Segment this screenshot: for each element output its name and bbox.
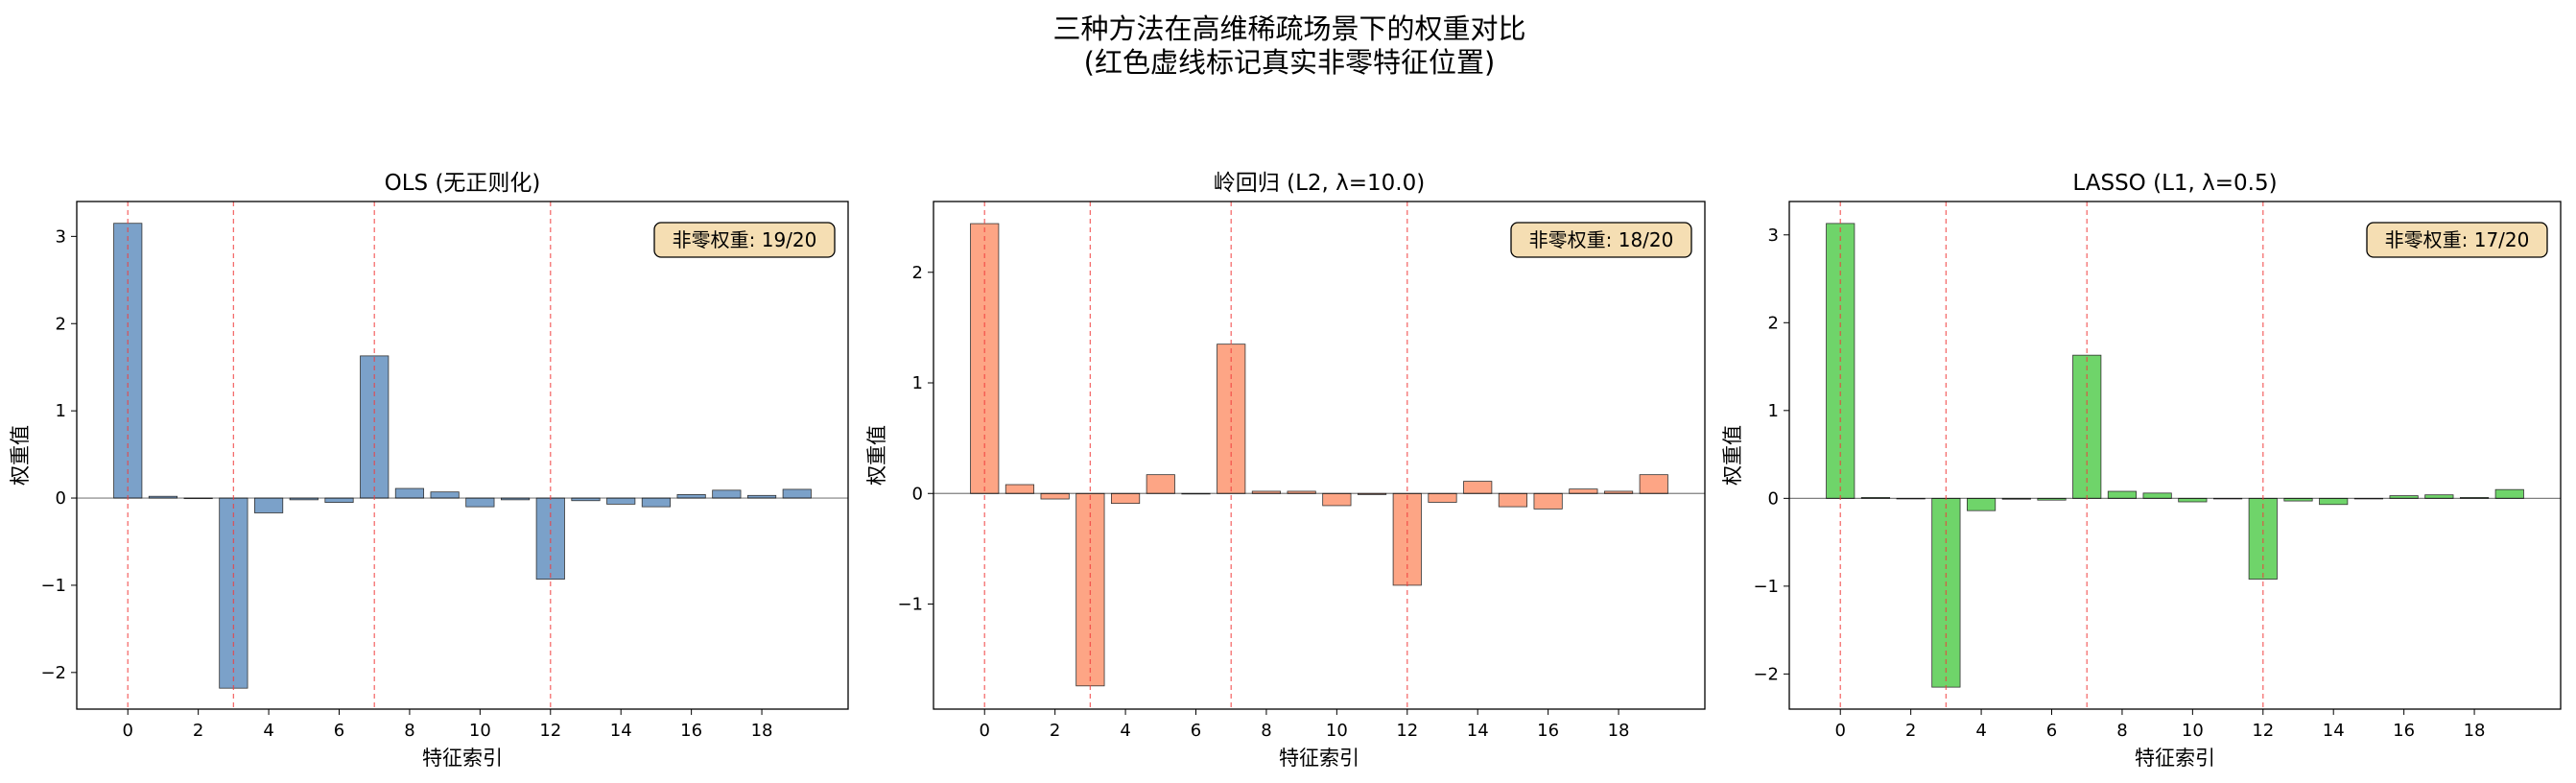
x-axis-label: 特征索引 [422,747,503,770]
x-tick-label-16: 16 [680,721,702,741]
x-axis-label: 特征索引 [2135,747,2215,770]
bar-4 [1966,497,1997,511]
bar-17 [1569,488,1598,494]
nonzero-count-label: 非零权重: 19/20 [673,228,817,251]
plot-frame [76,201,849,710]
bar-14 [1463,481,1493,494]
chart-title: OLS (无正则化) [385,171,541,196]
bar-15 [641,497,672,508]
x-tick-label-14: 14 [2323,721,2345,741]
y-tick-label-3: 3 [1768,225,1779,246]
suptitle-line-2: (红色虚线标记真实非零特征位置) [1084,46,1496,79]
x-tick-label-14: 14 [610,721,632,741]
y-axis-label: 权重值 [1721,425,1744,486]
y-tick-label-0: 0 [1768,488,1779,509]
y-axis-label: 权重值 [865,425,888,486]
bar-4 [1110,492,1141,505]
x-tick-label-10: 10 [1326,721,1348,741]
bar-16 [1533,492,1563,510]
nonzero-count-badge [1510,222,1692,258]
x-tick-label-8: 8 [404,721,414,741]
x-tick-label-6: 6 [334,721,344,741]
x-tick-label-4: 4 [1975,721,1986,741]
x-tick-label-4: 4 [1120,721,1130,741]
bar-14 [2319,497,2349,506]
x-tick-label-0: 0 [1835,721,1846,741]
bar-2 [1040,492,1070,500]
bar-1 [1004,484,1035,494]
bar-19 [2494,488,2524,499]
y-tick-label-2: 2 [56,314,66,334]
nonzero-count-badge [2366,222,2548,258]
y-tick-label--1: −1 [40,576,66,596]
y-tick-label-1: 1 [56,401,66,421]
x-tick-label-12: 12 [2252,721,2274,741]
bar-13 [1428,492,1457,503]
x-tick-label-6: 6 [2046,721,2057,741]
x-tick-label-8: 8 [2116,721,2127,741]
bar-5 [1146,474,1175,494]
x-tick-label-10: 10 [2182,721,2204,741]
y-tick-label-0: 0 [56,488,66,509]
plot-frame [933,201,1706,710]
y-tick-label--1: −1 [897,595,923,615]
x-tick-label-2: 2 [1050,721,1060,741]
x-tick-label-2: 2 [1905,721,1916,741]
nonzero-count-badge [653,222,836,258]
bar-15 [1498,492,1528,508]
bar-10 [465,497,495,508]
bar-10 [1322,492,1352,507]
chart-title: 岭回归 (L2, λ=10.0) [1214,171,1425,196]
x-tick-label-0: 0 [980,721,990,741]
x-tick-label-6: 6 [1191,721,1201,741]
x-tick-label-16: 16 [2393,721,2415,741]
y-axis-label: 权重值 [9,425,32,486]
x-tick-label-10: 10 [469,721,491,741]
y-tick-label-1: 1 [1768,401,1779,421]
nonzero-count-label: 非零权重: 18/20 [1529,228,1674,251]
x-tick-label-18: 18 [751,721,773,741]
x-tick-label-12: 12 [1396,721,1418,741]
x-tick-label-18: 18 [1608,721,1630,741]
bar-9 [2142,492,2172,499]
bar-8 [2107,490,2138,499]
x-tick-label-0: 0 [123,721,133,741]
y-tick-label-0: 0 [912,484,923,504]
nonzero-count-label: 非零权重: 17/20 [2385,228,2530,251]
x-axis-label: 特征索引 [1279,747,1359,770]
x-tick-label-12: 12 [539,721,561,741]
y-tick-label--2: −2 [1753,664,1779,684]
x-tick-label-8: 8 [1261,721,1271,741]
bar-4 [253,497,284,513]
bar-19 [1639,474,1668,494]
x-tick-label-2: 2 [193,721,203,741]
bar-9 [430,491,460,499]
bar-8 [394,487,425,499]
y-tick-label-2: 2 [912,263,923,283]
y-tick-label-3: 3 [56,226,66,247]
x-tick-label-18: 18 [2464,721,2486,741]
y-tick-label--2: −2 [40,663,66,683]
y-tick-label-1: 1 [912,373,923,393]
x-tick-label-14: 14 [1467,721,1489,741]
suptitle-line-1: 三种方法在高维稀疏场景下的权重对比 [1052,12,1525,45]
chart-title: LASSO (L1, λ=0.5) [2072,171,2277,196]
plot-frame [1788,201,2562,710]
bar-14 [606,497,636,505]
x-tick-label-4: 4 [263,721,273,741]
bar-6 [324,497,354,503]
bar-19 [782,488,812,499]
y-tick-label-2: 2 [1768,313,1779,333]
y-tick-label--1: −1 [1753,577,1779,597]
bar-17 [712,489,742,499]
x-tick-label-16: 16 [1537,721,1559,741]
